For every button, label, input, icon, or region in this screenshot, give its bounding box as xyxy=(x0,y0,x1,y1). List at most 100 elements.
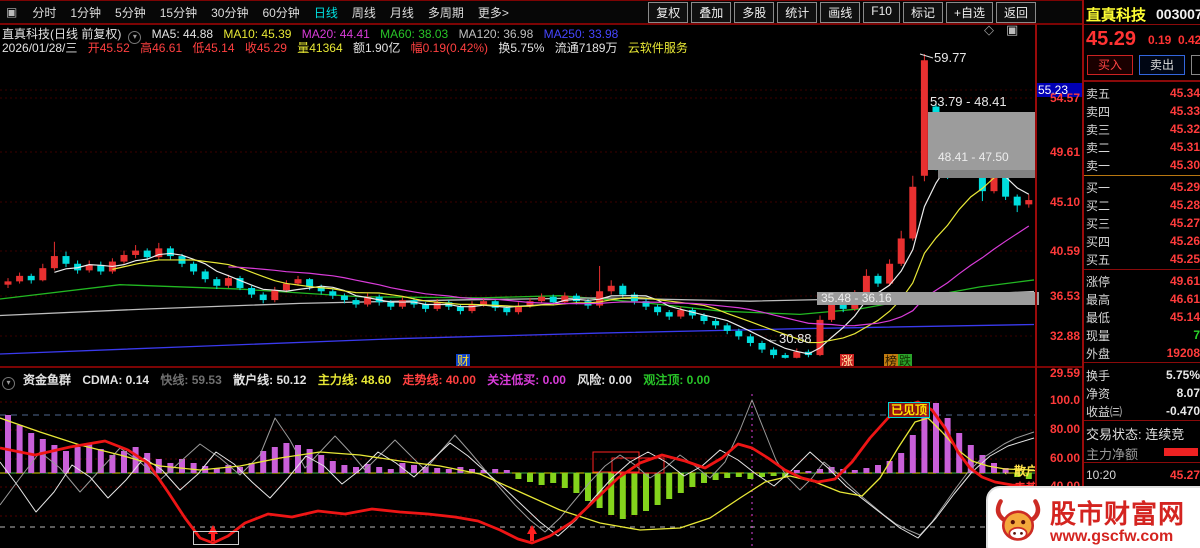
tongji-button[interactable]: 统计 xyxy=(777,1,818,23)
bull-logo-icon xyxy=(995,499,1041,541)
ma60-value: MA60: 38.03 xyxy=(380,27,449,41)
tab-15min[interactable]: 15分钟 xyxy=(159,5,198,20)
ma250-value: MA250: 33.98 xyxy=(543,27,619,41)
tick-row: 10:20 45.27 xyxy=(1086,466,1200,484)
third-button-clipped[interactable] xyxy=(1191,55,1200,75)
divider xyxy=(1084,420,1200,421)
ask-label: 卖二 xyxy=(1086,140,1111,155)
watermark-url[interactable]: www.gscfw.com xyxy=(1050,528,1174,545)
main-net-label[interactable]: 主力净额 xyxy=(1086,447,1139,462)
bid-price: 45.26 xyxy=(1169,234,1200,248)
collapse-icon[interactable]: ▾ xyxy=(2,377,15,390)
sell-button[interactable]: 卖出 xyxy=(1139,55,1185,75)
price-axis-label: 40.59 xyxy=(1049,244,1080,258)
add-favorite-button[interactable]: +自选 xyxy=(945,1,993,23)
range-value: 幅0.19(0.42%) xyxy=(410,41,489,55)
tab-weekly[interactable]: 周线 xyxy=(351,5,376,20)
price-change-pct: 0.42 xyxy=(1178,33,1200,47)
main-chart[interactable] xyxy=(0,52,1035,366)
bid-price: 45.29 xyxy=(1169,180,1200,194)
bid-row[interactable]: 买二 45.28 xyxy=(1086,196,1200,214)
panel-border xyxy=(1082,0,1084,548)
tab-multi-period[interactable]: 多周期 xyxy=(427,5,464,20)
ask-row[interactable]: 卖一 45.30 xyxy=(1086,156,1200,174)
stat-label: 收益㈢ xyxy=(1086,404,1123,419)
price-axis-label: 32.88 xyxy=(1049,329,1080,343)
tick-price: 45.27 xyxy=(1169,468,1200,482)
cai-badge[interactable]: 财 xyxy=(456,354,471,368)
bid-label: 买三 xyxy=(1086,216,1111,231)
ma20-value: MA20: 44.41 xyxy=(301,27,370,41)
divider xyxy=(1084,362,1200,363)
high-value: 高46.61 xyxy=(140,41,183,55)
ask-label: 卖三 xyxy=(1086,122,1111,137)
bid-price: 45.27 xyxy=(1169,216,1200,230)
return-button[interactable]: 返回 xyxy=(995,1,1036,23)
tab-60min[interactable]: 60分钟 xyxy=(262,5,300,20)
divider xyxy=(1084,80,1200,82)
zhuli-line-value: 主力线: 48.60 xyxy=(317,373,392,387)
ask-row[interactable]: 卖四 45.33 xyxy=(1086,102,1200,120)
f10-button[interactable]: F10 xyxy=(863,1,900,23)
sanhu-line-value: 散户线: 50.12 xyxy=(233,373,307,387)
ask-price: 45.31 xyxy=(1169,140,1200,154)
price-axis-tag: 55.23 xyxy=(1036,83,1084,97)
watermark-title: 股市财富网 xyxy=(1050,499,1186,529)
stat-value: 45.14 xyxy=(1169,310,1200,324)
stat-label: 最高 xyxy=(1086,292,1111,307)
indicator-chart[interactable] xyxy=(0,392,1035,548)
buy-button[interactable]: 买入 xyxy=(1087,55,1133,75)
high-annotation: 59.77 xyxy=(934,50,967,65)
window-icon[interactable]: ▣ xyxy=(6,5,18,19)
stat-row: 收益㈢ -0.470 xyxy=(1086,402,1200,420)
tab-monthly[interactable]: 月线 xyxy=(389,5,414,20)
ask-row[interactable]: 卖三 45.32 xyxy=(1086,120,1200,138)
die-badge[interactable]: 跌 xyxy=(898,354,913,368)
fuquan-button[interactable]: 复权 xyxy=(648,1,689,23)
indicator-axis-label: 60.00 xyxy=(1049,451,1080,465)
watermark: 股市财富网 www.gscfw.com xyxy=(986,486,1200,548)
tab-fenshi[interactable]: 分时 xyxy=(32,5,57,20)
mini-window-icon[interactable]: ▣ xyxy=(1006,22,1019,37)
stat-value: 8.07 xyxy=(1176,386,1200,400)
stat-label: 最低 xyxy=(1086,310,1111,325)
biaoji-button[interactable]: 标记 xyxy=(902,1,943,23)
collapse-icon[interactable]: ▾ xyxy=(128,31,142,44)
ma5-value: MA5: 44.88 xyxy=(151,27,214,41)
panel-divider xyxy=(0,366,1082,368)
ask-row[interactable]: 卖二 45.31 xyxy=(1086,138,1200,156)
bid-label: 买五 xyxy=(1086,252,1111,267)
tab-30min[interactable]: 30分钟 xyxy=(211,5,249,20)
chart-title: 直真科技(日线 前复权) xyxy=(2,27,122,41)
stat-row: 净资 8.07 xyxy=(1086,384,1200,402)
bang-badge[interactable]: 榜 xyxy=(884,354,899,368)
turnover-value: 换5.75% xyxy=(498,41,545,55)
tick-time: 10:20 xyxy=(1086,468,1117,482)
bid-row[interactable]: 买一 45.29 xyxy=(1086,178,1200,196)
ask-row[interactable]: 卖五 45.34 xyxy=(1086,84,1200,102)
tab-5min[interactable]: 5分钟 xyxy=(115,5,146,20)
zhang-badge[interactable]: 涨 xyxy=(840,354,855,368)
open-value: 开45.52 xyxy=(87,41,130,55)
price-axis-label: 29.59 xyxy=(1049,366,1080,380)
huaxian-button[interactable]: 画线 xyxy=(820,1,861,23)
suspension-bar xyxy=(938,170,1035,178)
ask-label: 卖五 xyxy=(1086,86,1111,101)
ma10-value: MA10: 45.39 xyxy=(223,27,292,41)
stat-value: -0.470 xyxy=(1165,404,1200,418)
bid-row[interactable]: 买五 45.25 xyxy=(1086,250,1200,268)
bid-row[interactable]: 买四 45.26 xyxy=(1086,232,1200,250)
ask-label: 卖四 xyxy=(1086,104,1111,119)
gap1-annotation: 53.79 - 48.41 xyxy=(930,94,1007,109)
zoushi-line-value: 走势线: 40.00 xyxy=(402,373,476,387)
diejia-button[interactable]: 叠加 xyxy=(691,1,732,23)
ask-price: 45.33 xyxy=(1169,104,1200,118)
bid-label: 买四 xyxy=(1086,234,1111,249)
duogu-button[interactable]: 多股 xyxy=(734,1,775,23)
tab-more[interactable]: 更多> xyxy=(477,5,509,20)
tab-daily[interactable]: 日线 xyxy=(313,5,338,20)
diamond-icon[interactable]: ◇ xyxy=(984,22,994,37)
bid-row[interactable]: 买三 45.27 xyxy=(1086,214,1200,232)
tab-1min[interactable]: 1分钟 xyxy=(70,5,102,20)
bid-price: 45.25 xyxy=(1169,252,1200,266)
